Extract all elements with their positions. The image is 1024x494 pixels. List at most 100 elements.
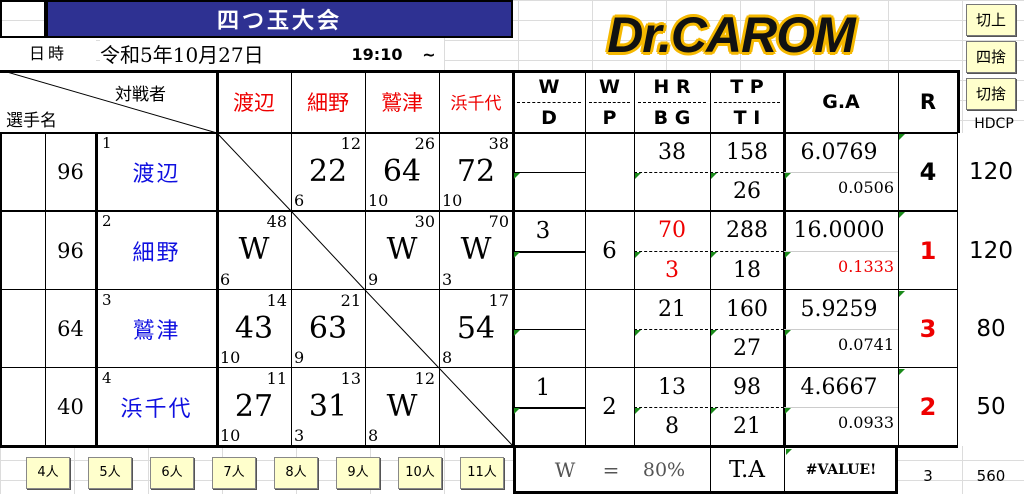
rounding-button-0[interactable]: 切上 <box>966 4 1016 36</box>
column-border <box>365 70 366 446</box>
match-score[interactable]: W <box>238 231 270 267</box>
player-name[interactable]: 細野 <box>132 240 181 266</box>
total-points: 288 <box>726 218 768 244</box>
general-average: 5.9259 <box>800 297 878 322</box>
wd-divider <box>513 172 585 173</box>
hrbg-header-bottom: B G <box>653 107 691 129</box>
column-border <box>216 70 219 446</box>
high-run: 38 <box>658 140 686 165</box>
comment-marker-icon <box>635 330 641 336</box>
column-border <box>783 70 786 446</box>
match-high-run: 8 <box>368 426 379 445</box>
ga-divider <box>784 329 898 330</box>
r-header: R <box>919 89 937 114</box>
player-count-button-6[interactable]: 10人 <box>398 457 442 489</box>
win-percentage[interactable]: 80% <box>642 459 686 481</box>
match-score[interactable]: 43 <box>234 310 274 346</box>
high-average: 0.0933 <box>838 413 894 432</box>
ta-value: #VALUE! <box>805 462 877 478</box>
player-name[interactable]: 浜千代 <box>120 397 193 422</box>
hdcp-value: 80 <box>958 290 1024 368</box>
column-border <box>585 70 586 446</box>
total-points: 160 <box>726 297 768 322</box>
match-score[interactable]: W <box>386 231 418 267</box>
player-count-button-5[interactable]: 9人 <box>336 457 380 489</box>
player-count-button-7[interactable]: 11人 <box>460 457 504 489</box>
match-high-run: 8 <box>442 348 453 367</box>
player-count-button-2[interactable]: 6人 <box>150 457 194 489</box>
total-innings: 27 <box>733 336 761 361</box>
general-average: 6.0769 <box>800 140 878 165</box>
rank: 4 <box>919 158 937 186</box>
start-time[interactable]: 19:10 <box>340 38 414 70</box>
ga-divider <box>784 251 898 252</box>
match-innings: 70 <box>488 212 509 231</box>
hdcp-total: 560 <box>976 467 1006 485</box>
match-innings: 13 <box>340 369 361 388</box>
rounding-button-2[interactable]: 切捨 <box>966 78 1016 110</box>
player-count-button-0[interactable]: 4人 <box>26 457 70 489</box>
tournament-title: 四つ玉大会 <box>45 0 513 38</box>
player-number: 4 <box>102 369 112 387</box>
match-score[interactable]: W <box>460 231 492 267</box>
player-handicap[interactable]: 96 <box>57 160 84 184</box>
ga-divider <box>784 407 898 408</box>
player-name[interactable]: 鷲津 <box>132 319 181 344</box>
comment-marker-icon <box>785 252 791 258</box>
dr-carom-logo: Dr.CAROM <box>607 7 856 63</box>
comment-marker-icon <box>899 291 905 297</box>
match-score[interactable]: 54 <box>456 310 496 346</box>
ta-label: T.A <box>729 457 765 483</box>
rounding-button-1[interactable]: 四捨 <box>966 41 1016 73</box>
high-average: 0.1333 <box>838 257 894 276</box>
match-high-run: 10 <box>220 426 241 445</box>
wp-header-top: W <box>599 76 620 98</box>
player-count-button-1[interactable]: 5人 <box>88 457 132 489</box>
total-innings: 18 <box>733 258 761 284</box>
match-score[interactable]: 63 <box>308 310 348 346</box>
equals-sign: = <box>602 458 620 482</box>
date-value[interactable]: 令和5年10月27日 <box>100 38 340 70</box>
player-handicap[interactable]: 64 <box>57 317 84 341</box>
general-average: 16.0000 <box>793 218 885 244</box>
match-score[interactable]: 31 <box>308 388 348 424</box>
total-points: 98 <box>733 375 761 400</box>
high-run: 70 <box>658 218 686 244</box>
column-border <box>512 70 515 446</box>
high-run: 21 <box>658 297 686 322</box>
best-game: 8 <box>665 414 679 439</box>
rank: 3 <box>919 315 937 343</box>
comment-marker-icon <box>635 173 641 179</box>
match-high-run: 10 <box>368 191 389 210</box>
match-score[interactable]: 22 <box>308 153 348 189</box>
win-points: 2 <box>602 394 617 420</box>
match-high-run: 9 <box>294 348 305 367</box>
player-number: 2 <box>102 212 112 230</box>
match-score[interactable]: W <box>386 388 418 424</box>
match-score[interactable]: 27 <box>234 388 274 424</box>
player-handicap[interactable]: 96 <box>57 238 84 263</box>
comment-marker-icon <box>514 408 520 414</box>
draws <box>513 329 573 368</box>
hrbg-header-divider <box>638 102 706 103</box>
stat-divider <box>634 172 784 173</box>
wd-divider <box>513 407 585 409</box>
hdcp-value: 120 <box>958 211 1024 290</box>
player-count-button-3[interactable]: 7人 <box>212 457 256 489</box>
match-score[interactable]: 64 <box>382 153 422 189</box>
opponent-header-2: 鷲津 <box>381 90 423 115</box>
match-innings: 17 <box>488 291 509 310</box>
corner-cell <box>0 0 46 38</box>
tpti-header-top: T P <box>730 76 764 98</box>
player-name[interactable]: 渡辺 <box>132 162 181 187</box>
wins <box>513 133 573 172</box>
match-innings: 11 <box>266 369 287 388</box>
wd-divider <box>513 329 585 330</box>
wins: 3 <box>535 217 551 244</box>
ga-header: G.A <box>822 90 860 113</box>
match-score[interactable]: 72 <box>456 153 496 189</box>
comment-marker-icon <box>711 173 717 179</box>
high-run: 13 <box>658 375 686 400</box>
player-handicap[interactable]: 40 <box>57 395 84 419</box>
player-count-button-4[interactable]: 8人 <box>274 457 318 489</box>
